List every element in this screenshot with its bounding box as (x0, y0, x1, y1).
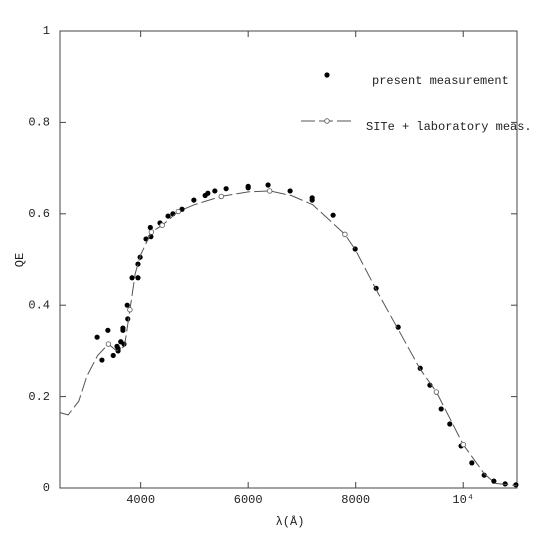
x-axis-label: λ(Å) (276, 514, 305, 529)
data-point (147, 224, 153, 231)
data-point (223, 186, 229, 192)
data-point (121, 341, 127, 347)
data-point (265, 182, 271, 188)
y-tick-label: 1 (43, 24, 50, 38)
data-point (165, 213, 171, 219)
data-point (395, 324, 401, 330)
data-point (120, 325, 126, 331)
data-point (469, 460, 475, 466)
data-point (502, 481, 508, 487)
y-tick-label: 0.8 (28, 116, 50, 130)
data-point (191, 197, 197, 203)
data-point (309, 197, 315, 203)
data-point (124, 302, 130, 308)
data-point (491, 478, 497, 484)
data-point (110, 352, 116, 359)
data-point (447, 421, 453, 427)
data-point (438, 406, 444, 412)
data-point (212, 188, 218, 194)
data-point (135, 275, 141, 281)
data-point (330, 212, 336, 218)
line-marker (127, 307, 133, 313)
series-line (59, 190, 518, 487)
legend-label: present measurement (372, 74, 509, 88)
plot-frame (59, 30, 518, 489)
line-marker (460, 441, 466, 448)
data-point (125, 316, 131, 322)
line-marker (266, 188, 273, 194)
data-point (513, 482, 519, 488)
legend-symbol (324, 72, 330, 78)
line-marker (159, 222, 165, 228)
x-tick-label: 4000 (126, 493, 155, 507)
data-point (245, 185, 251, 191)
x-tick-label: 10⁴ (452, 493, 474, 507)
data-point (205, 190, 211, 196)
y-tick-label: 0.6 (28, 207, 50, 221)
line-marker (105, 341, 112, 347)
y-axis-label: QE (13, 253, 27, 267)
line-marker (175, 208, 181, 215)
x-tick-label: 8000 (341, 493, 370, 507)
data-point (115, 346, 121, 352)
line-marker (433, 389, 440, 395)
data-point (129, 275, 135, 281)
data-point (99, 357, 105, 363)
y-tick-label: 0.2 (28, 390, 50, 404)
legend-symbol (324, 118, 330, 124)
line-marker (342, 231, 348, 238)
data-point (287, 188, 293, 194)
y-tick-label: 0.4 (28, 298, 50, 312)
data-point (105, 327, 111, 333)
data-point (481, 472, 487, 478)
y-tick-label: 0 (43, 481, 50, 495)
line-marker (148, 229, 155, 235)
data-point (135, 261, 141, 267)
legend-label: SITe + laboratory meas. (366, 120, 532, 134)
line-marker (218, 193, 224, 200)
data-point (94, 334, 100, 340)
x-tick-label: 6000 (234, 493, 263, 507)
